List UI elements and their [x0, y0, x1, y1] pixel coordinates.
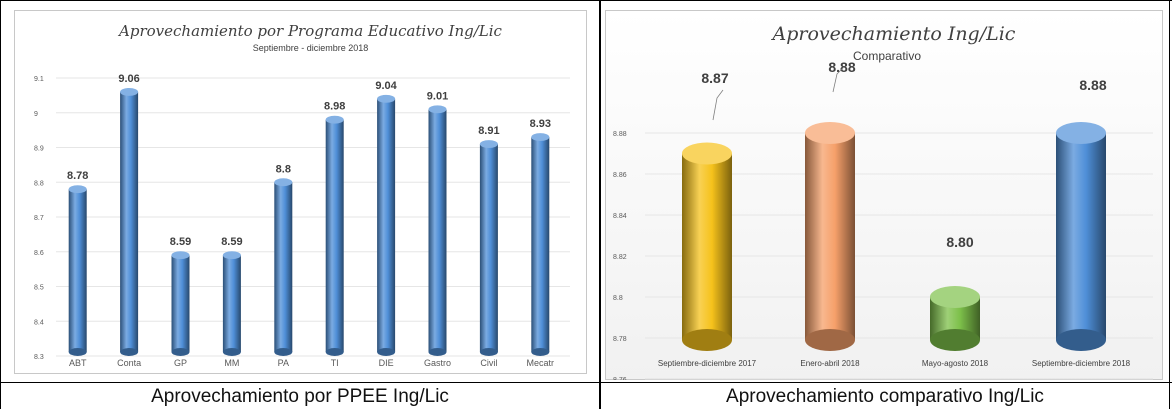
table-border-top — [0, 0, 1172, 1]
left-data-label: 8.93 — [530, 118, 551, 130]
right-data-label: 8.87 — [701, 70, 728, 86]
left-xtick-label: Gastro — [424, 358, 451, 368]
left-chart-frame — [14, 10, 587, 374]
left-ytick-label: 9 — [34, 111, 38, 118]
left-ytick-label: 9.1 — [34, 76, 44, 83]
right-xtick-label: Mayo-agosto 2018 — [922, 359, 989, 368]
left-bar — [325, 115, 344, 356]
right-chart-panel: Aprovechamiento Ing/Lic Comparativo 8.76 8.… — [605, 10, 1163, 380]
left-chart-title: Aprovechamiento por Programa Educativo I… — [117, 22, 503, 40]
left-chart-panel: Aprovechamiento por Programa Educativo I… — [14, 10, 587, 374]
table-border-right — [1169, 0, 1170, 409]
left-bar — [68, 185, 87, 356]
left-bar — [274, 178, 293, 356]
left-xtick-label: Conta — [117, 358, 141, 368]
right-xtick-label: Enero-abril 2018 — [800, 359, 860, 368]
right-ytick-label: 8.84 — [613, 213, 627, 220]
right-chart-title: Aprovechamiento Ing/Lic — [771, 23, 1016, 45]
right-ytick-label: 8.86 — [613, 172, 627, 179]
right-data-label: 8.88 — [828, 59, 855, 75]
left-xtick-label: GP — [174, 358, 187, 368]
right-ytick-label: 8.82 — [613, 254, 627, 261]
left-ytick-label: 8.3 — [34, 354, 44, 361]
left-data-label: 8.59 — [221, 236, 242, 248]
table-divider-vertical — [599, 0, 601, 409]
left-xtick-label: Civil — [480, 358, 497, 368]
table-border-left — [0, 0, 1, 409]
left-bar — [531, 133, 550, 356]
left-ytick-label: 8.4 — [34, 319, 44, 326]
left-ytick-label: 8.9 — [34, 146, 44, 153]
left-xtick-label: MM — [224, 358, 239, 368]
left-xtick-label: Mecatr — [527, 358, 555, 368]
left-ytick-label: 8.5 — [34, 285, 44, 292]
right-xtick-label: Septiembre-diciembre 2017 — [658, 359, 757, 368]
right-data-label: 8.88 — [1079, 77, 1106, 93]
right-chart: Aprovechamiento Ing/Lic Comparativo 8.76 8.… — [605, 10, 1163, 380]
right-xtick-label: Septiembre-diciembre 2018 — [1032, 359, 1131, 368]
left-bar — [222, 251, 241, 356]
left-data-label: 9.04 — [375, 80, 397, 92]
left-data-label: 9.01 — [427, 90, 448, 102]
left-bar — [479, 140, 498, 356]
right-leader-line — [712, 89, 724, 121]
left-xtick-label: DIE — [379, 358, 394, 368]
left-xtick-label: TI — [331, 358, 339, 368]
right-bar — [682, 142, 732, 351]
left-data-label: 9.06 — [118, 73, 139, 85]
left-chart-subtitle: Septiembre - diciembre 2018 — [253, 43, 369, 53]
left-data-label: 8.78 — [67, 170, 88, 182]
left-bar — [120, 87, 139, 356]
left-chart: Aprovechamiento por Programa Educativo I… — [14, 10, 587, 374]
left-xtick-label: PA — [278, 358, 289, 368]
left-caption: Aprovechamiento por PPEE Ing/Lic — [151, 386, 449, 407]
table-divider-horizontal — [0, 382, 1172, 383]
right-bar — [805, 122, 855, 351]
right-bar — [1056, 122, 1106, 351]
left-ytick-label: 8.8 — [34, 180, 44, 187]
left-data-label: 8.91 — [478, 125, 499, 137]
right-caption: Aprovechamiento comparativo Ing/Lic — [726, 386, 1044, 407]
left-xtick-label: ABT — [69, 358, 87, 368]
left-bar — [171, 251, 190, 356]
left-bar — [428, 105, 447, 356]
right-ytick-label: 8.8 — [613, 295, 623, 302]
right-ytick-label: 8.78 — [613, 336, 627, 343]
right-bar — [930, 286, 980, 351]
left-ytick-label: 8.7 — [34, 215, 44, 222]
left-data-label: 8.98 — [324, 101, 345, 113]
right-chart-subtitle: Comparativo — [853, 49, 921, 63]
left-bar — [377, 94, 396, 356]
right-data-label: 8.80 — [946, 234, 973, 250]
right-ytick-label: 8.76 — [613, 377, 627, 380]
left-ytick-label: 8.6 — [34, 250, 44, 257]
left-data-label: 8.59 — [170, 236, 191, 248]
left-data-label: 8.8 — [276, 163, 291, 175]
right-leader-line — [832, 67, 844, 93]
right-ytick-label: 8.88 — [613, 131, 627, 138]
